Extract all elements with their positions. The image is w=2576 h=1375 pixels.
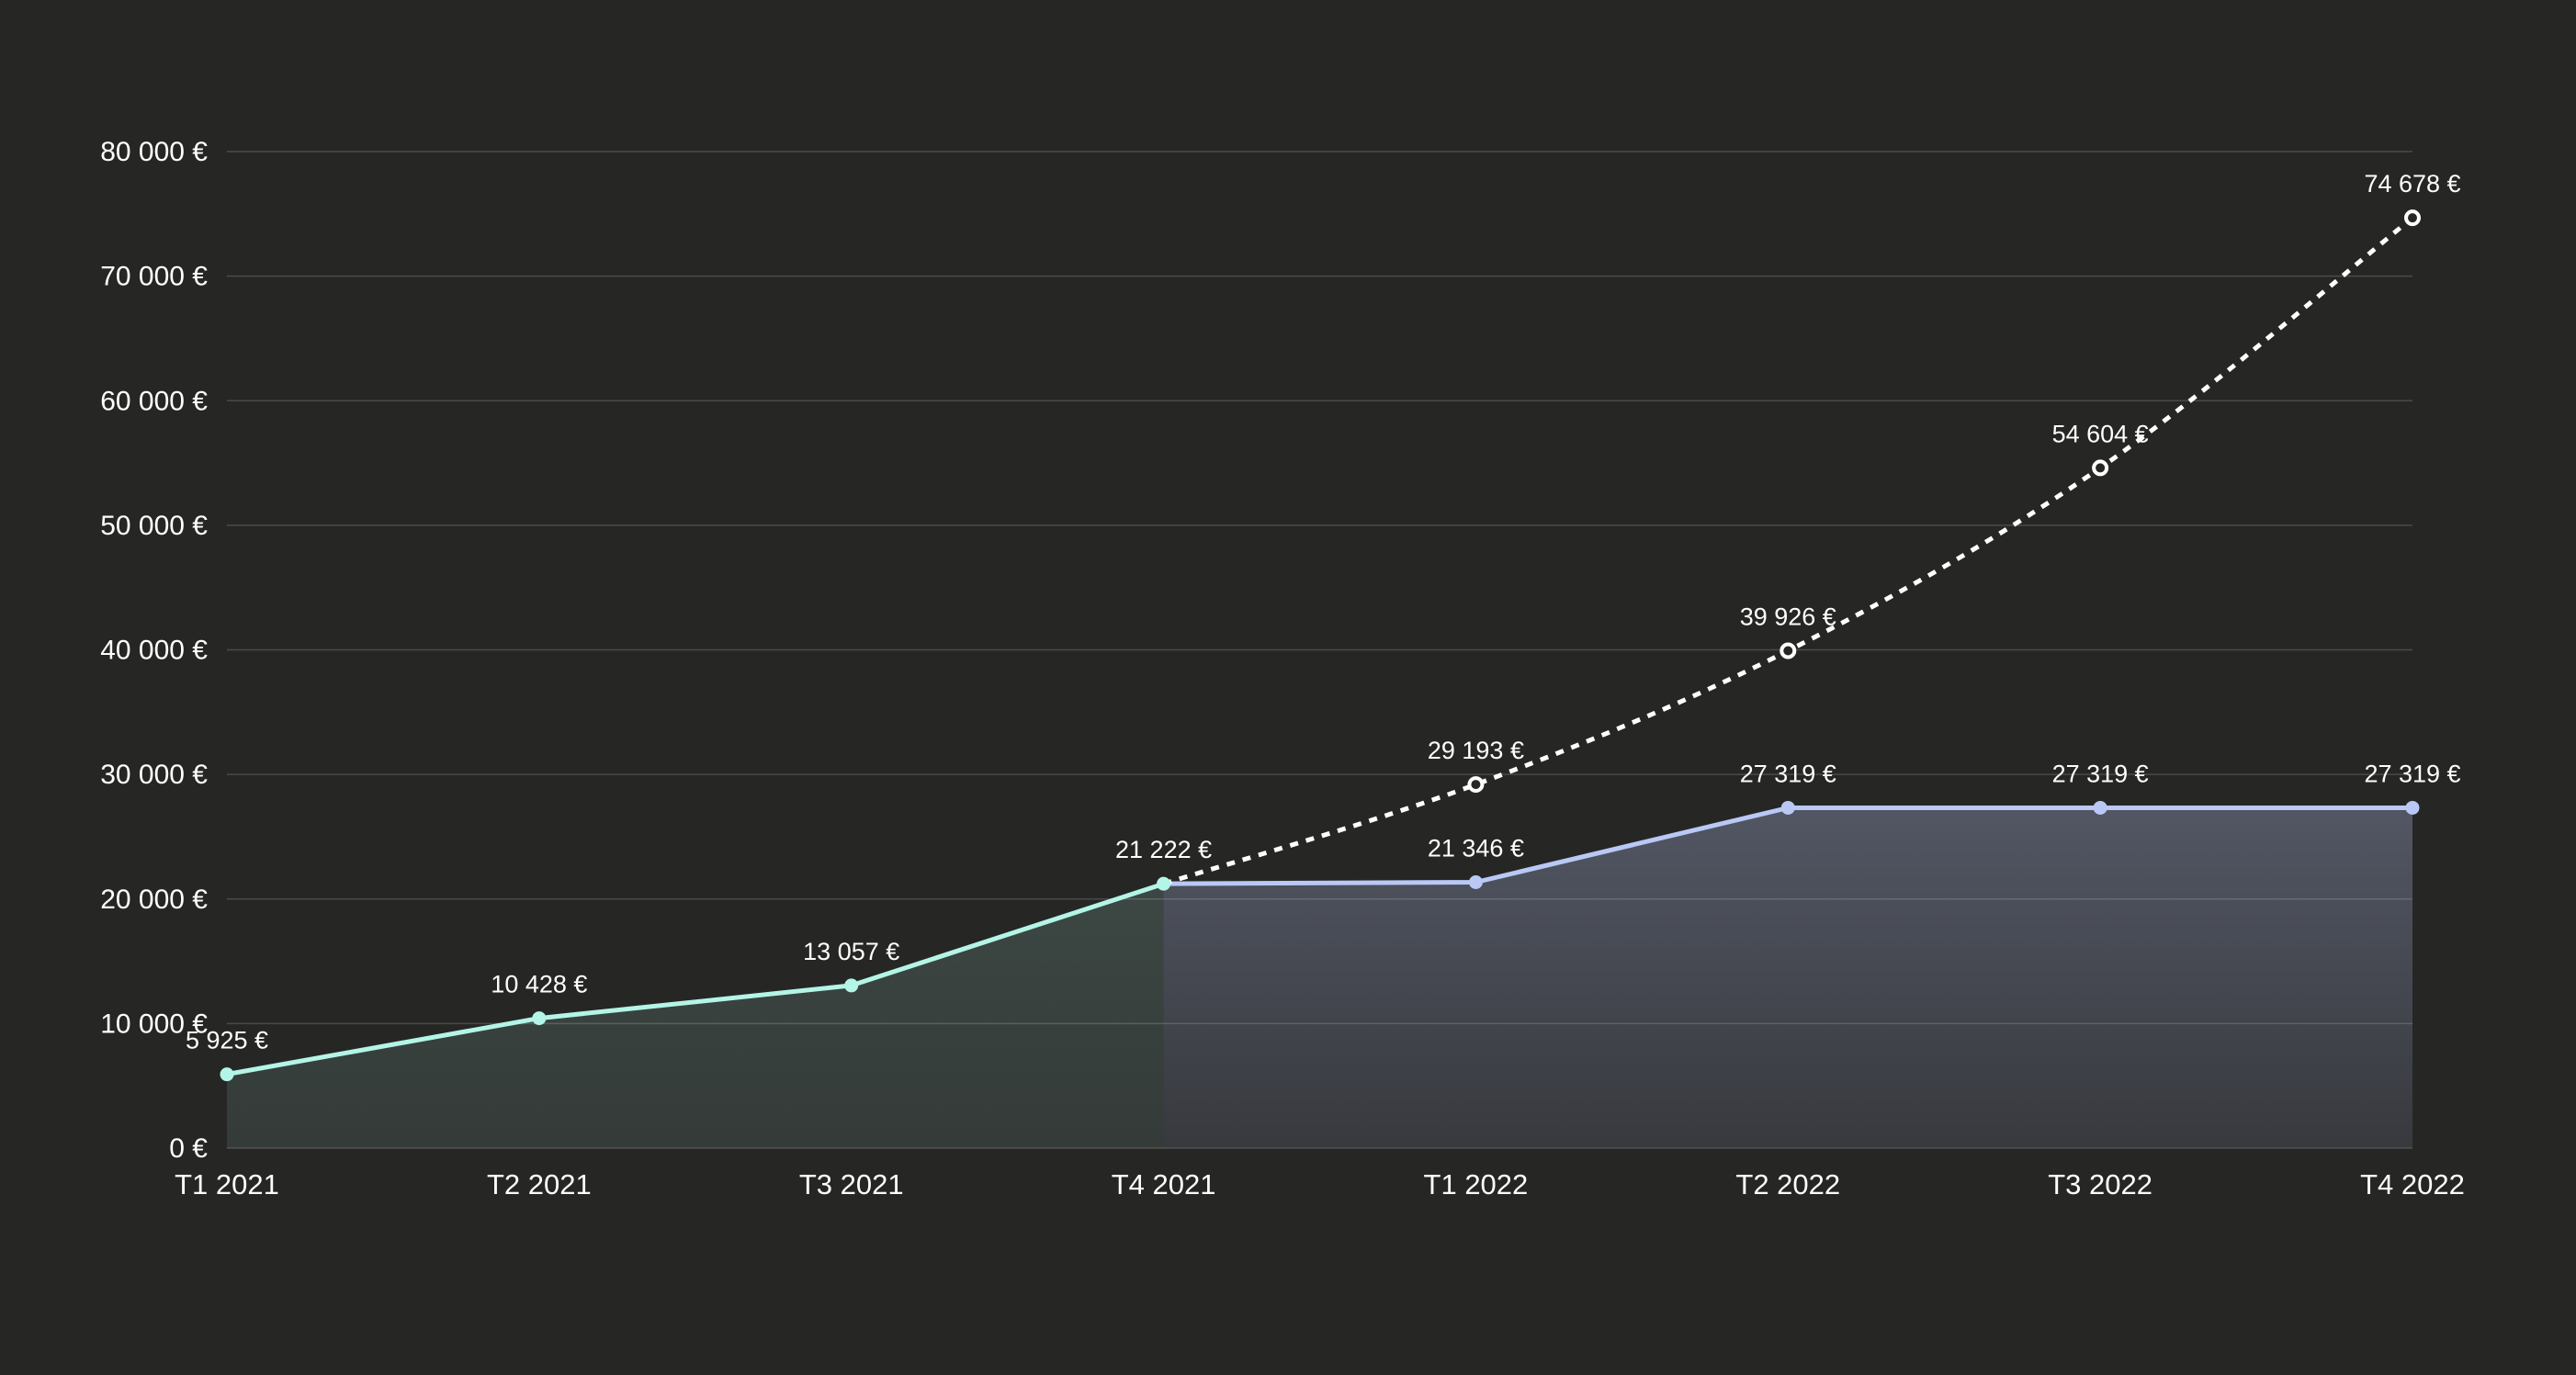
y-tick-label: 10 000 € [100,1009,208,1039]
actual-series-line [224,881,1167,1077]
projection-data-point [1467,776,1485,794]
y-tick-label: 30 000 € [100,760,208,790]
x-tick-label: T2 2021 [487,1168,592,1200]
x-tick-label: T3 2021 [799,1168,904,1200]
forecast-data-point [1780,800,1795,815]
forecast-data-label: 27 319 € [1740,760,1836,787]
forecast-data-label: 27 319 € [2364,760,2460,787]
x-axis: T1 2021 T2 2021 T3 2021 T4 2021 T1 2022 T2 20… [175,1168,2465,1200]
projection-data-label: 39 926 € [1740,603,1836,631]
x-tick-label: T1 2021 [175,1168,279,1200]
projection-data-label: 29 193 € [1428,737,1524,764]
forecast-data-point [1468,874,1483,889]
projection-data-label: 74 678 € [2364,170,2460,197]
actual-data-label: 10 428 € [491,971,587,998]
actual-data-point [220,1067,234,1082]
y-tick-label: 60 000 € [100,386,208,416]
x-tick-label: T2 2022 [1735,1168,1840,1200]
forecast-data-point [2093,800,2107,815]
y-tick-label: 80 000 € [100,137,208,167]
series-areas [227,807,2412,1148]
x-tick-label: T1 2022 [1424,1168,1529,1200]
projection-data-point [2092,459,2109,477]
y-tick-label: 50 000 € [100,511,208,541]
data-labels: 5 925 € 10 428 € 13 057 € 21 222 € 21 346 € 2… [186,170,2461,1054]
x-tick-label: T3 2022 [2048,1168,2152,1200]
actual-data-label: 21 222 € [1115,836,1212,863]
actual-data-point [1157,876,1171,891]
projection-data-point [1779,642,1797,659]
forecast-data-label: 21 346 € [1428,834,1524,862]
x-tick-label: T4 2022 [2360,1168,2465,1200]
series-points [220,209,2421,1082]
y-tick-label: 20 000 € [100,885,208,915]
projection-data-label: 54 604 € [2052,420,2149,447]
forecast-data-point [2405,800,2420,815]
x-tick-label: T4 2021 [1112,1168,1216,1200]
y-tick-label: 70 000 € [100,262,208,292]
y-tick-label: 0 € [169,1133,208,1164]
actual-data-point [844,978,859,993]
actual-series-area [227,884,1164,1148]
forecast-series-area [1163,807,2412,1148]
actual-data-point [532,1011,547,1026]
forecast-data-label: 27 319 € [2052,760,2149,787]
y-tick-label: 40 000 € [100,636,208,666]
actual-data-label: 13 057 € [803,938,899,965]
projection-data-point [2404,209,2421,227]
actual-data-label: 5 925 € [186,1027,268,1054]
y-axis: 0 € 10 000 € 20 000 € 30 000 € 40 000 € 50 00… [100,137,208,1164]
